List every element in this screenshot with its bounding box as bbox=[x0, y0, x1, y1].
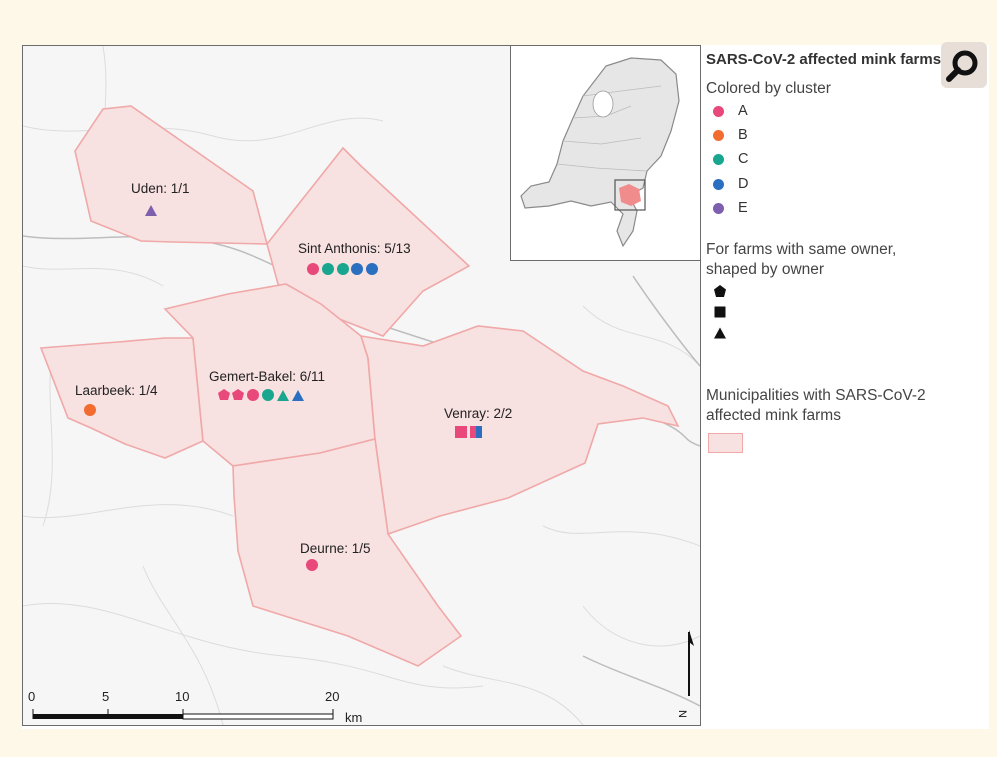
north-arrow-icon: N bbox=[676, 630, 694, 718]
north-arrow-label: N bbox=[676, 710, 688, 718]
magnifier-icon bbox=[946, 50, 978, 82]
farm-markers bbox=[84, 205, 482, 571]
legend-owner-pentagon bbox=[713, 281, 727, 301]
farm-marker-venray-a-split bbox=[470, 426, 476, 438]
legend-dot-c bbox=[713, 153, 724, 165]
map-figure: Uden: 1/1 Sint Anthonis: 5/13 Laarbeek: … bbox=[22, 45, 989, 729]
zoom-button[interactable] bbox=[941, 42, 987, 88]
legend-cluster-label-c: C bbox=[738, 151, 749, 167]
municipality-label-venray: Venray: 2/2 bbox=[444, 406, 512, 421]
farm-marker-gemert-bakel-d-triangle bbox=[292, 390, 304, 401]
legend-cluster-heading: Colored by cluster bbox=[706, 80, 831, 97]
legend-owner-triangle bbox=[713, 323, 727, 343]
municipality-laarbeek bbox=[39, 337, 204, 459]
municipality-label-sint-anthonis: Sint Anthonis: 5/13 bbox=[298, 241, 411, 256]
scale-tick-20: 20 bbox=[325, 689, 339, 704]
legend-owner-heading: For farms with same owner, shaped by own… bbox=[706, 241, 897, 278]
inset-highlight-region bbox=[619, 184, 641, 206]
scale-tick-10: 10 bbox=[175, 689, 189, 704]
legend-municipalities-heading: Municipalities with SARS-CoV-2 affected … bbox=[706, 387, 926, 424]
legend-title: SARS-CoV-2 affected mink farms bbox=[706, 51, 942, 68]
legend-panel: SARS-CoV-2 affected mink farms Colored b… bbox=[706, 45, 989, 729]
farm-marker-sint-anthonis-c1 bbox=[322, 263, 334, 275]
farm-marker-venray-a bbox=[455, 426, 467, 438]
legend-cluster-d: D bbox=[713, 174, 748, 194]
legend-cluster-c: C bbox=[713, 149, 748, 169]
farm-marker-gemert-bakel-a3 bbox=[247, 389, 259, 401]
scale-bar: 0 5 10 20 km bbox=[28, 689, 362, 725]
inset-highlight-box bbox=[614, 179, 646, 211]
legend-municipality-swatch bbox=[708, 433, 743, 453]
farm-marker-gemert-bakel-c-triangle bbox=[277, 390, 289, 401]
farm-marker-sint-anthonis-d1 bbox=[351, 263, 363, 275]
scale-tick-0: 0 bbox=[28, 689, 35, 704]
netherlands-outline bbox=[520, 57, 680, 248]
inset-canvas bbox=[520, 57, 680, 248]
legend-owner-square bbox=[713, 302, 727, 322]
pentagon-icon bbox=[714, 285, 726, 297]
scale-unit: km bbox=[345, 710, 362, 725]
municipality-deurne bbox=[232, 438, 463, 667]
legend-dot-e bbox=[713, 202, 724, 214]
farm-marker-gemert-bakel-c bbox=[262, 389, 274, 401]
square-icon bbox=[714, 306, 726, 318]
legend-cluster-label-e: E bbox=[738, 200, 748, 216]
municipality-uden bbox=[74, 105, 269, 245]
main-map[interactable]: Uden: 1/1 Sint Anthonis: 5/13 Laarbeek: … bbox=[22, 45, 701, 726]
legend-dot-d bbox=[713, 178, 724, 190]
municipality-label-uden: Uden: 1/1 bbox=[131, 181, 190, 196]
farm-marker-venray-d-split bbox=[476, 426, 482, 438]
farm-marker-gemert-bakel-a2 bbox=[232, 389, 244, 400]
legend-dot-b bbox=[713, 129, 724, 141]
scale-tick-5: 5 bbox=[102, 689, 109, 704]
farm-marker-sint-anthonis-c2 bbox=[337, 263, 349, 275]
farm-marker-deurne-a bbox=[306, 559, 318, 571]
municipality-label-deurne: Deurne: 1/5 bbox=[300, 541, 371, 556]
farm-marker-gemert-bakel-a1 bbox=[218, 389, 230, 400]
farm-marker-sint-anthonis-a bbox=[307, 263, 319, 275]
legend-dot-a bbox=[713, 105, 724, 117]
municipality-venray bbox=[359, 325, 680, 536]
farm-marker-laarbeek-b bbox=[84, 404, 96, 416]
municipality-label-gemert-bakel: Gemert-Bakel: 6/11 bbox=[209, 369, 325, 384]
farm-marker-sint-anthonis-d2 bbox=[366, 263, 378, 275]
legend-cluster-label-b: B bbox=[738, 127, 748, 143]
legend-cluster-label-a: A bbox=[738, 103, 748, 119]
netherlands-inset-map bbox=[510, 46, 700, 261]
legend-cluster-label-d: D bbox=[738, 176, 749, 192]
municipality-label-laarbeek: Laarbeek: 1/4 bbox=[75, 383, 158, 398]
legend-cluster-a: A bbox=[713, 101, 748, 121]
map-canvas: Uden: 1/1 Sint Anthonis: 5/13 Laarbeek: … bbox=[23, 46, 700, 725]
farm-marker-uden-e bbox=[145, 205, 157, 216]
legend-cluster-e: E bbox=[713, 198, 748, 218]
triangle-icon bbox=[714, 327, 726, 339]
legend-cluster-b: B bbox=[713, 125, 748, 145]
